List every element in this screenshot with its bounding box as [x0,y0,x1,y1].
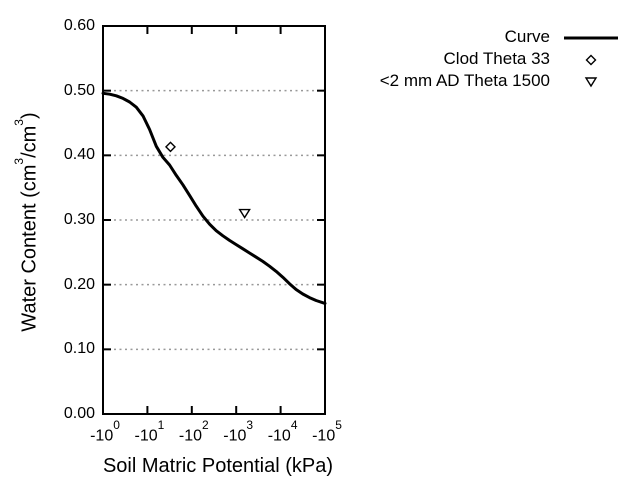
y-tick-label-0.50: 0.50 [63,81,95,99]
legend-label-2: <2 mm AD Theta 1500 [379,71,550,90]
legend: Curve Clod Theta 33 <2 mm AD Theta 1500 [320,26,630,92]
y-tick-label-0.60: 0.60 [63,17,95,34]
y-tick-label-0.00: 0.00 [63,405,95,422]
x-axis-title: Soil Matric Potential (kPa) [102,455,334,477]
legend-row-0: Curve [320,26,630,48]
x-tick-label-2: -102 [178,418,209,445]
legend-row-1: Clod Theta 33 [320,48,630,70]
y-tick-label-0.20: 0.20 [63,275,95,293]
y-tick-label-0.10: 0.10 [63,340,95,358]
x-tick-label-3: -103 [223,418,254,445]
legend-marker-2 [584,77,598,88]
y-axis-title: Water Content (cm3/cm3) [12,112,41,332]
legend-row-2: <2 mm AD Theta 1500 [320,70,630,92]
legend-marker-1 [585,54,597,66]
series-marker-2 [238,208,251,219]
series-marker-1 [164,141,176,153]
legend-label-1: Clod Theta 33 [443,49,550,68]
x-tick-label-1: -101 [134,418,165,445]
legend-symbol-diamond-open [550,48,630,70]
x-tick-label-0: -100 [90,418,120,445]
x-tick-label-5: -105 [312,418,342,445]
y-tick-label-0.40: 0.40 [63,146,95,164]
y-tick-label-0.30: 0.30 [63,211,95,228]
x-tick-label-4: -104 [267,418,298,445]
legend-symbol-line [550,26,630,48]
legend-label-0: Curve [504,27,550,46]
series-curve [101,91,327,305]
legend-symbol-triangle-down-open [550,70,630,92]
